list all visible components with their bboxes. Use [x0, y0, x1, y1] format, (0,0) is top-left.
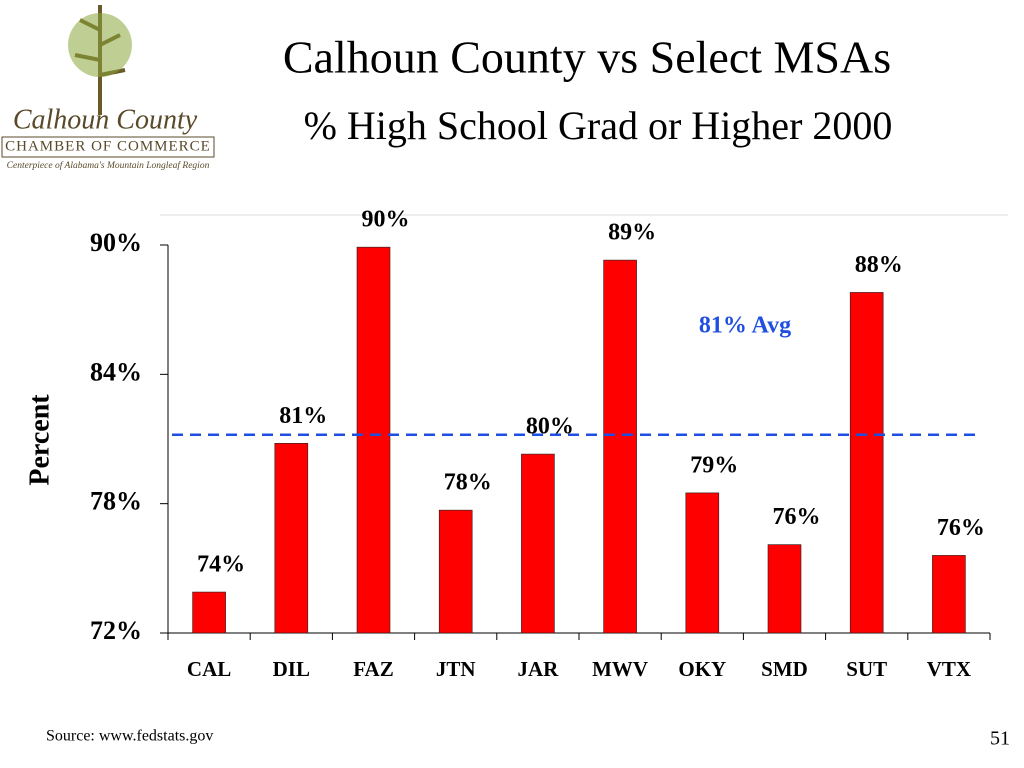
logo-foliage	[68, 13, 132, 77]
x-tick-label: SUT	[846, 657, 887, 681]
value-label: 76%	[773, 504, 821, 530]
value-label: 90%	[362, 207, 410, 233]
value-label: 89%	[608, 220, 656, 246]
logo-name: Calhoun County	[13, 104, 198, 135]
bar	[932, 555, 966, 634]
chart-title: Calhoun County vs Select MSAs	[283, 32, 891, 83]
y-tick-label: 78%	[90, 487, 142, 516]
x-tick-label: CAL	[187, 657, 231, 681]
x-tick-label: JAR	[517, 657, 559, 681]
x-tick-label: VTX	[927, 657, 971, 681]
logo-org: CHAMBER OF COMMERCE	[5, 138, 211, 154]
bar	[603, 259, 637, 634]
bar	[192, 591, 226, 634]
value-label: 81%	[279, 403, 327, 429]
y-tick-label: 84%	[90, 357, 142, 386]
value-label: 78%	[444, 470, 492, 496]
x-tick-label: MWV	[592, 657, 648, 681]
x-tick-label: SMD	[761, 657, 808, 681]
y-tick-label: 90%	[90, 228, 142, 257]
average-label: 81% Avg	[699, 313, 791, 339]
bar	[438, 509, 473, 634]
bar	[274, 443, 309, 634]
value-label: 88%	[855, 252, 903, 278]
logo: Calhoun County CHAMBER OF COMMERCE Cente…	[1, 5, 215, 171]
bar	[767, 544, 802, 634]
logo-box	[1, 136, 215, 158]
value-label: 79%	[690, 452, 738, 478]
bar	[685, 492, 720, 634]
x-tick-label: FAZ	[353, 657, 393, 681]
value-label: 76%	[937, 515, 985, 541]
logo-tagline: Centerpiece of Alabama's Mountain Longle…	[7, 160, 210, 171]
bar	[521, 453, 555, 634]
bar	[849, 292, 884, 634]
bar	[356, 246, 391, 634]
chart-subtitle: % High School Grad or Higher 2000	[304, 103, 893, 148]
source: Source: www.fedstats.gov	[46, 728, 213, 745]
x-tick-label: DIL	[273, 657, 310, 681]
y-axis-label: Percent	[24, 394, 55, 486]
value-label: 74%	[197, 552, 245, 578]
y-tick-label: 72%	[90, 616, 142, 645]
page-number: 51	[990, 728, 1010, 750]
x-tick-label: OKY	[678, 657, 726, 681]
x-tick-label: JTN	[436, 657, 476, 681]
